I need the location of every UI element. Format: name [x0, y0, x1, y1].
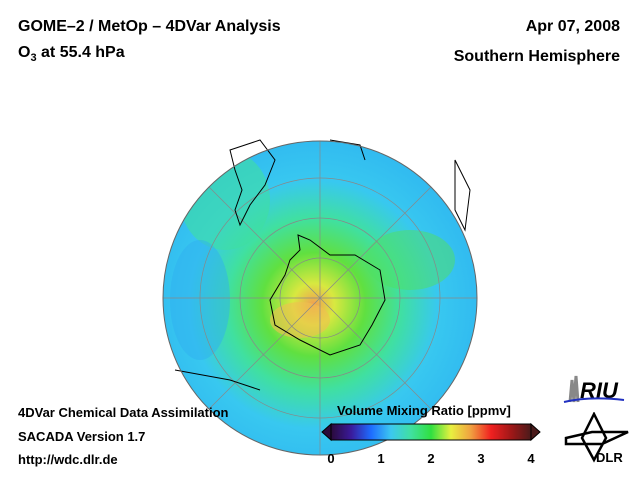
graticule	[163, 141, 477, 455]
colorbar	[321, 422, 541, 442]
species: O	[18, 44, 31, 61]
footer-line-2: SACADA Version 1.7	[18, 429, 146, 444]
region-label: Southern Hemisphere	[453, 48, 620, 65]
colorbar-tick-1: 1	[377, 451, 385, 466]
ozone-features	[170, 150, 455, 360]
colorbar-tick-0: 0	[327, 451, 335, 466]
svg-text:DLR: DLR	[596, 450, 623, 465]
pressure-level: at 55.4 hPa	[36, 44, 125, 61]
globe-outline	[162, 140, 478, 456]
colorbar-low-arrow	[321, 422, 332, 442]
colorbar-title: Volume Mixing Ratio [ppmv]	[337, 403, 511, 418]
colorbar-tick-4: 4	[527, 451, 535, 466]
species-subscript: 3	[30, 52, 37, 65]
footer-line-1: 4DVar Chemical Data Assimilation	[18, 405, 229, 420]
colorbar-high-arrow	[530, 422, 541, 442]
analysis-date: Apr 07, 2008	[525, 18, 620, 35]
dlr-logo: DLR	[564, 412, 629, 465]
colorbar-tick-2: 2	[427, 451, 435, 466]
colorbar-tick-3: 3	[477, 451, 485, 466]
colorbar-bar	[330, 423, 532, 441]
plot-title: GOME–2 / MetOp – 4DVar Analysis	[18, 18, 281, 35]
species-level: O3 at 55.4 hPa	[18, 44, 125, 64]
footer-link[interactable]: http://wdc.dlr.de	[18, 452, 118, 467]
riu-logo: RIU	[563, 375, 625, 403]
